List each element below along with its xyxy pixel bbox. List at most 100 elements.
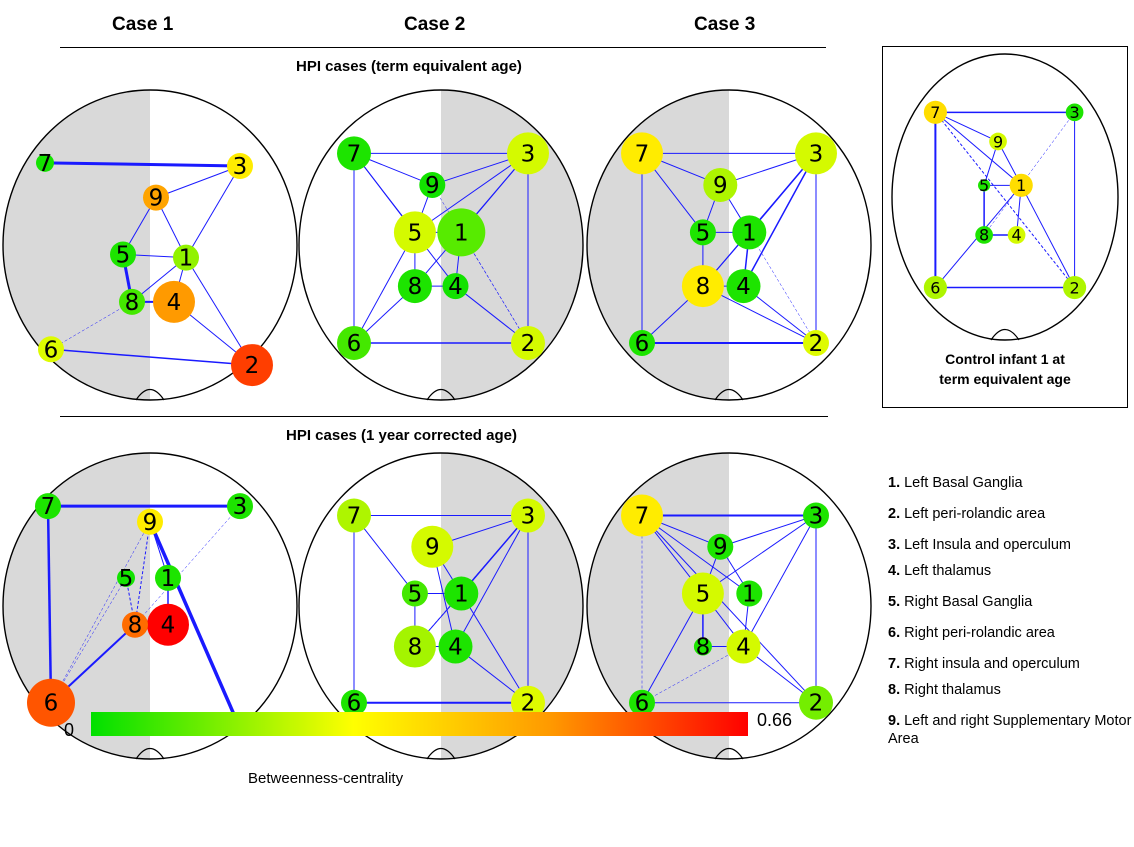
node-label-8: 8	[696, 635, 711, 661]
edge-3-5	[414, 152, 529, 233]
node-8	[693, 637, 712, 656]
node-label-4: 4	[167, 290, 182, 316]
node-label-5: 5	[696, 220, 711, 246]
node-4	[147, 603, 189, 646]
header-rule-top	[60, 47, 826, 48]
node-1	[732, 215, 767, 250]
node-label-7: 7	[347, 504, 362, 530]
edge-3-5	[702, 515, 817, 594]
network-case2-tea: 1 2 3 4 5 6 7 8 9	[298, 89, 584, 401]
node-label-6: 6	[347, 331, 362, 357]
edge-9-2	[432, 184, 529, 344]
edge-7-3	[44, 161, 241, 168]
node-1	[444, 576, 479, 611]
node-label-2: 2	[521, 691, 536, 717]
node-7	[337, 498, 371, 533]
node-7	[35, 493, 61, 520]
legend-region-name: Left peri-rolandic area	[900, 506, 1046, 522]
edge-8-2	[702, 285, 817, 344]
edge-1-2	[185, 257, 253, 366]
legend-number: 6.	[888, 625, 901, 641]
node-7	[36, 153, 54, 172]
network-case3-tea: 1 2 3 4 5 6 7 8 9	[586, 89, 872, 401]
node-label-9: 9	[425, 173, 440, 199]
brain-outline	[586, 452, 872, 760]
colorbar-title: Betweenness-centrality	[248, 770, 404, 787]
node-6	[629, 329, 655, 356]
node-6	[337, 325, 371, 360]
region-legend: 1. Left Basal Ganglia 2. Left peri-roland…	[888, 474, 1134, 756]
node-label-4: 4	[161, 613, 176, 639]
node-4	[153, 280, 195, 323]
node-9	[411, 525, 454, 568]
node-label-9: 9	[425, 535, 440, 561]
node-label-3: 3	[521, 141, 536, 167]
control-infant-caption: Control infant 1 at term equivalent age	[883, 349, 1127, 389]
legend-item-7: 7. Right insula and operculum	[888, 655, 1134, 673]
legend-item-1: 1. Left Basal Ganglia	[888, 474, 1134, 492]
edge-3-8	[983, 112, 1075, 236]
legend-item-3: 3. Left Insula and operculum	[888, 536, 1134, 554]
brain-notch	[426, 747, 456, 760]
node-5	[978, 179, 991, 192]
edge-6-9	[50, 521, 151, 703]
control-caption-line-2: term equivalent age	[939, 371, 1071, 387]
legend-region-name: Right Basal Ganglia	[900, 594, 1033, 610]
node-label-9: 9	[143, 510, 158, 536]
brain-notch	[714, 388, 744, 401]
node-label-9: 9	[149, 186, 164, 212]
brain-notch	[714, 747, 744, 760]
node-label-2: 2	[521, 331, 536, 357]
node-label-8: 8	[408, 274, 423, 300]
node-5	[689, 219, 716, 246]
node-7	[621, 494, 663, 537]
node-8	[119, 288, 145, 315]
node-7	[923, 100, 947, 124]
node-2	[511, 685, 545, 720]
node-3	[803, 502, 829, 529]
node-3	[227, 153, 253, 179]
node-3	[227, 493, 253, 520]
edge-3-9	[155, 165, 241, 199]
colorbar-max-label: 0.66	[757, 710, 793, 730]
node-6	[38, 336, 64, 363]
node-label-9: 9	[993, 132, 1003, 151]
edge-8-6	[50, 301, 133, 350]
legend-region-name: Right peri-rolandic area	[900, 625, 1055, 641]
node-label-2: 2	[809, 691, 824, 717]
node-label-3: 3	[233, 494, 248, 520]
node-label-1: 1	[1016, 176, 1026, 195]
section-title-term: HPI cases (term equivalent age)	[296, 58, 522, 75]
node-5	[393, 211, 436, 254]
node-label-4: 4	[736, 274, 751, 300]
node-label-7: 7	[347, 141, 362, 167]
network-case1-tea: 1 2 3 4 5 6 7 8 9	[2, 89, 298, 401]
node-3	[795, 132, 837, 175]
brain-outline-fill	[892, 54, 1118, 340]
node-label-9: 9	[713, 535, 728, 561]
node-label-6: 6	[44, 337, 59, 363]
node-1	[437, 208, 486, 257]
network-control-infant: 1 2 3 4 5 6 7 8 9	[891, 53, 1119, 341]
edge-1-2	[460, 593, 529, 703]
edge-3-4	[455, 515, 529, 647]
node-label-9: 9	[713, 173, 728, 199]
legend-number: 1.	[888, 475, 901, 491]
legend-number: 8.	[888, 682, 901, 698]
colorbar-min-label: 0	[64, 720, 75, 740]
node-label-5: 5	[979, 176, 989, 195]
legend-region-name: Left Insula and operculum	[900, 537, 1071, 553]
edge-7-6	[46, 506, 53, 703]
node-label-4: 4	[448, 274, 463, 300]
legend-region-name: Left Basal Ganglia	[900, 475, 1023, 491]
node-8	[393, 625, 436, 668]
brain-outline	[298, 452, 584, 760]
node-4	[726, 269, 761, 304]
legend-number: 3.	[888, 537, 901, 553]
node-9	[989, 132, 1007, 151]
brain-notch	[135, 747, 165, 760]
control-infant-panel: 1 2 3 4 5 6 7 8 9 Control infant 1 at term equiv…	[882, 46, 1128, 408]
brain-outline	[891, 53, 1119, 341]
node-5	[681, 572, 724, 615]
node-label-7: 7	[38, 151, 53, 177]
